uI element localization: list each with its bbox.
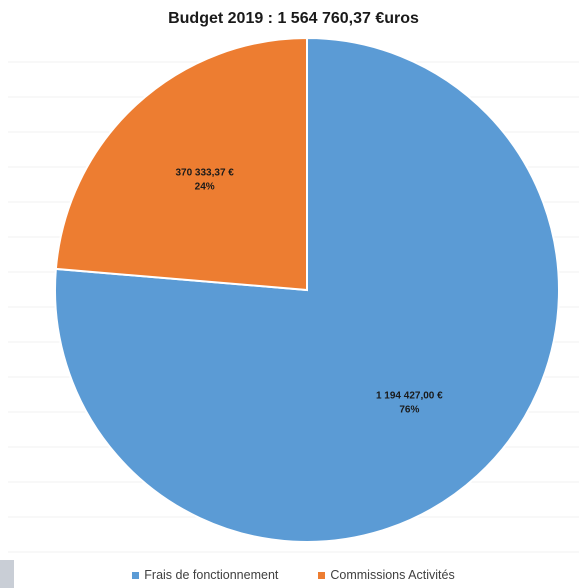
legend-label-frais: Frais de fonctionnement: [144, 568, 279, 582]
legend-swatch-commissions: [318, 571, 326, 579]
chart-title: Budget 2019 : 1 564 760,37 €uros: [168, 10, 419, 27]
pie-slice-commissions-activites: [54, 36, 308, 292]
slice-percent-label: 76%: [399, 404, 419, 415]
legend-swatch-frais: [132, 571, 140, 579]
slice-data-labels: 1 194 427,00 € 76% 370 333,37 € 24%: [175, 168, 443, 416]
slice-value-label: 1 194 427,00 €: [376, 390, 443, 401]
legend-item-commissions-activites: Commissions Activités: [318, 568, 455, 582]
legend-label-commissions: Commissions Activités: [330, 568, 455, 582]
chart-legend: Frais de fonctionnement Commissions Acti…: [0, 568, 587, 582]
legend-item-frais-de-fonctionnement: Frais de fonctionnement: [132, 568, 278, 582]
slice-percent-label: 24%: [195, 182, 215, 193]
pie-slices: [54, 36, 560, 543]
slice-value-label: 370 333,37 €: [175, 168, 234, 179]
sheet-corner-tab: [0, 560, 14, 588]
